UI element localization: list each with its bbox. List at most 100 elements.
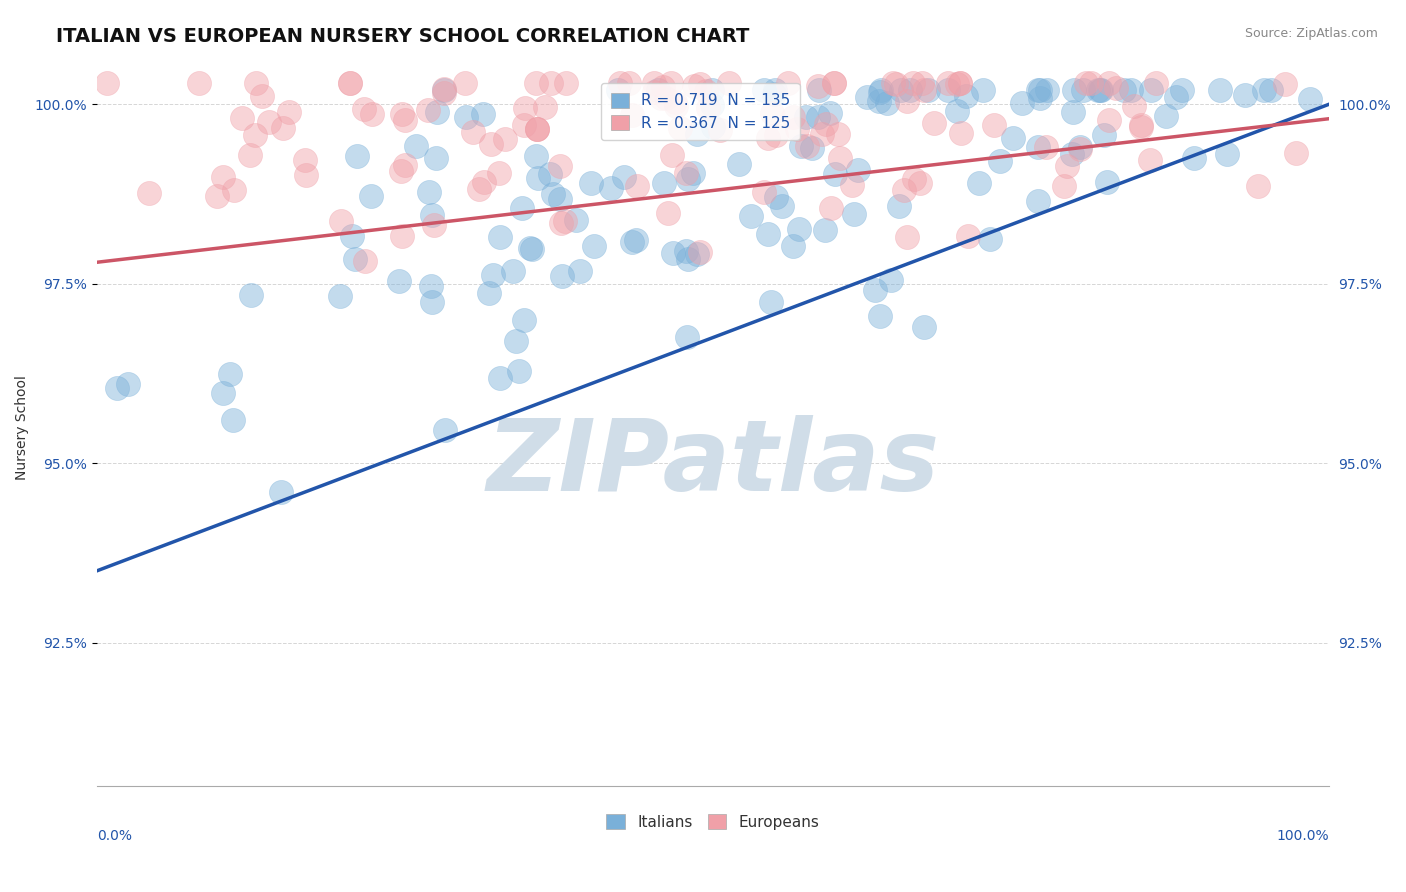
Point	[454, 76, 477, 90]
Point	[676, 172, 699, 186]
Point	[353, 253, 375, 268]
Point	[543, 187, 565, 202]
Point	[613, 170, 636, 185]
Point	[664, 95, 686, 109]
Point	[353, 103, 375, 117]
Point	[887, 199, 910, 213]
Point	[245, 76, 267, 90]
Point	[512, 202, 534, 216]
Point	[1299, 92, 1322, 106]
Point	[856, 90, 879, 104]
Point	[979, 232, 1001, 246]
Point	[554, 214, 576, 228]
Point	[675, 166, 697, 180]
Point	[949, 76, 972, 90]
Point	[419, 279, 441, 293]
Point	[513, 101, 536, 115]
Point	[655, 91, 678, 105]
Point	[908, 176, 931, 190]
Point	[502, 263, 524, 277]
Text: ZIPatlas: ZIPatlas	[486, 415, 939, 512]
Point	[1088, 83, 1111, 97]
Point	[1105, 80, 1128, 95]
Point	[662, 246, 685, 260]
Point	[1026, 139, 1049, 153]
Point	[800, 141, 823, 155]
Point	[917, 83, 939, 97]
Point	[423, 218, 446, 232]
Point	[763, 83, 786, 97]
Point	[520, 243, 543, 257]
Text: 100.0%: 100.0%	[1277, 830, 1329, 843]
Point	[361, 106, 384, 120]
Point	[823, 76, 845, 90]
Point	[1208, 83, 1230, 97]
Point	[695, 84, 717, 98]
Point	[807, 110, 830, 124]
Point	[988, 154, 1011, 169]
Point	[239, 147, 262, 161]
Point	[329, 214, 352, 228]
Point	[823, 76, 845, 90]
Point	[1090, 83, 1112, 97]
Point	[665, 99, 688, 113]
Point	[620, 235, 643, 249]
Point	[295, 168, 318, 182]
Point	[1063, 83, 1085, 97]
Point	[949, 76, 972, 90]
Point	[675, 244, 697, 258]
Point	[718, 76, 741, 90]
Point	[967, 176, 990, 190]
Point	[468, 181, 491, 195]
Point	[513, 118, 536, 132]
Point	[205, 189, 228, 203]
Point	[956, 228, 979, 243]
Point	[643, 85, 665, 99]
Point	[810, 127, 832, 141]
Point	[813, 223, 835, 237]
Point	[626, 179, 648, 194]
Point	[1154, 109, 1177, 123]
Point	[339, 76, 361, 90]
Point	[257, 115, 280, 129]
Point	[949, 126, 972, 140]
Point	[343, 252, 366, 266]
Point	[538, 167, 561, 181]
Point	[1122, 99, 1144, 113]
Point	[669, 121, 692, 136]
Point	[983, 118, 1005, 132]
Point	[702, 83, 724, 97]
Point	[936, 83, 959, 97]
Point	[346, 149, 368, 163]
Point	[709, 123, 731, 137]
Point	[1069, 142, 1091, 156]
Point	[581, 176, 603, 190]
Point	[519, 241, 541, 255]
Point	[1129, 120, 1152, 134]
Point	[841, 178, 863, 192]
Point	[759, 295, 782, 310]
Point	[882, 76, 904, 90]
Point	[807, 79, 830, 94]
Point	[682, 166, 704, 180]
Point	[876, 95, 898, 110]
Point	[676, 329, 699, 343]
Point	[702, 120, 724, 134]
Point	[846, 162, 869, 177]
Point	[339, 76, 361, 90]
Point	[936, 76, 959, 90]
Point	[650, 91, 672, 105]
Point	[219, 367, 242, 381]
Point	[896, 230, 918, 244]
Point	[786, 122, 808, 136]
Point	[1140, 83, 1163, 97]
Point	[955, 89, 977, 103]
Point	[1069, 140, 1091, 154]
Text: 0.0%: 0.0%	[97, 830, 132, 843]
Point	[425, 152, 447, 166]
Point	[550, 217, 572, 231]
Point	[1144, 76, 1167, 90]
Point	[946, 77, 969, 91]
Point	[1095, 175, 1118, 189]
Point	[420, 208, 443, 222]
